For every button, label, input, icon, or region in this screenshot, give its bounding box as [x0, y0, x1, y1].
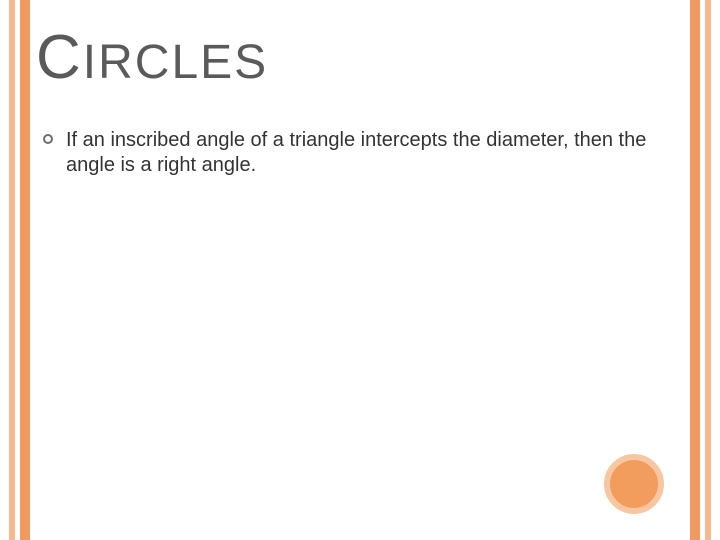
slide: CIRCLES If an inscribed angle of a trian…: [0, 0, 720, 540]
circle-decoration: [604, 454, 664, 514]
stripe-right-inner: [690, 0, 700, 540]
stripe-right-outer: [705, 0, 711, 540]
ring-bullet-icon: [42, 133, 54, 145]
bullet-text: If an inscribed angle of a triangle inte…: [66, 128, 660, 178]
title-rest: IRCLES: [83, 36, 268, 89]
page-title: CIRCLES: [36, 22, 268, 93]
stripe-left-inner: [20, 0, 30, 540]
stripe-left-outer: [9, 0, 15, 540]
bullet-item: If an inscribed angle of a triangle inte…: [42, 128, 660, 178]
title-cap: C: [36, 23, 83, 92]
